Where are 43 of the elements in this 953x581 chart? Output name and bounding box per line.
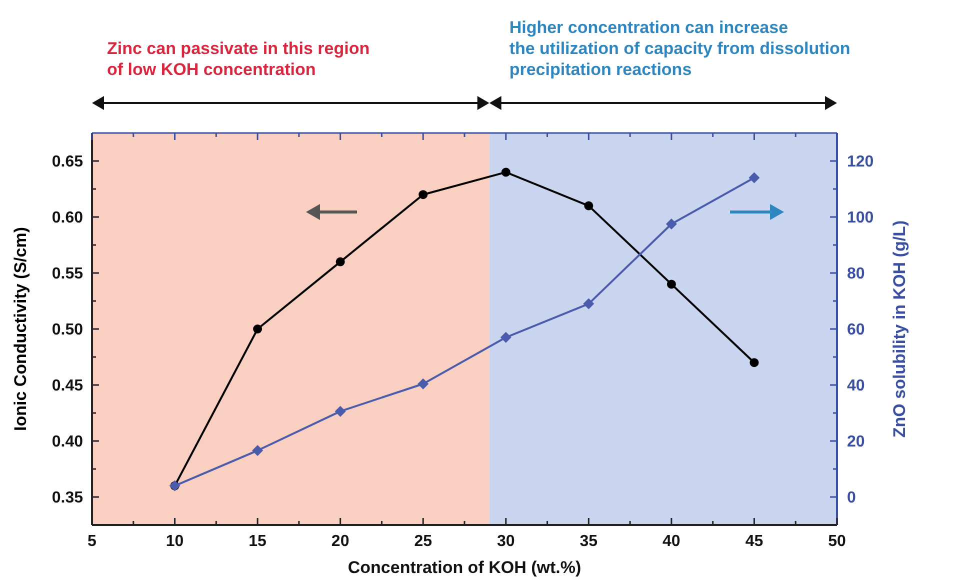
point: [418, 190, 428, 200]
x-tick-label: 40: [662, 533, 680, 550]
y-tick-label: 0.60: [52, 210, 84, 226]
point: [501, 168, 510, 177]
y2-tick-label: 100: [847, 210, 874, 226]
y-axis-title: Ionic Conductivity (S/cm): [11, 226, 30, 432]
point: [666, 218, 677, 230]
x-tick-label: 45: [745, 533, 764, 550]
point: [334, 406, 346, 417]
y2-tick-label: 40: [847, 378, 865, 394]
point: [750, 358, 759, 368]
y2-tick-label: 120: [847, 154, 874, 170]
text: Zinc can passivate in this region of low KOH concentration: [107, 39, 370, 79]
x-tick-label: 35: [580, 533, 598, 550]
y-tick-label: 0.40: [52, 434, 84, 450]
point: [336, 257, 345, 266]
x-axis-title: Concentration of KOH (wt.%): [348, 558, 582, 577]
x-tick-label: 10: [166, 533, 184, 550]
y-tick-label: 0.55: [52, 266, 84, 282]
point: [253, 324, 262, 334]
x-tick-label: 25: [414, 533, 432, 550]
y2-tick-label: 80: [847, 266, 865, 282]
point: [418, 378, 429, 390]
y2-axis-title: ZnO solubility in KOH (g/L): [890, 220, 909, 438]
x-tick-label: 20: [331, 533, 350, 550]
point: [584, 201, 594, 210]
x-tick-label: 50: [828, 533, 846, 550]
point: [583, 298, 594, 310]
point: [666, 280, 676, 289]
y-tick-label: 0.65: [52, 154, 84, 170]
x-tick-label: 15: [248, 533, 267, 550]
y2-tick-label: 0: [847, 490, 856, 506]
text: Higher concentration can increase the utilization of capacity from dissolution precipitation reactions: [509, 18, 850, 79]
point: [252, 445, 264, 456]
y2-tick-label: 60: [847, 322, 865, 338]
y-tick-label: 0.35: [52, 490, 84, 506]
y-tick-label: 0.50: [52, 322, 84, 338]
x-tick-label: 30: [496, 533, 515, 550]
x-tick-label: 5: [88, 533, 97, 550]
y2-tick-label: 20: [847, 434, 865, 450]
point: [748, 172, 760, 184]
y-tick-label: 0.45: [52, 378, 84, 394]
point: [500, 332, 512, 343]
